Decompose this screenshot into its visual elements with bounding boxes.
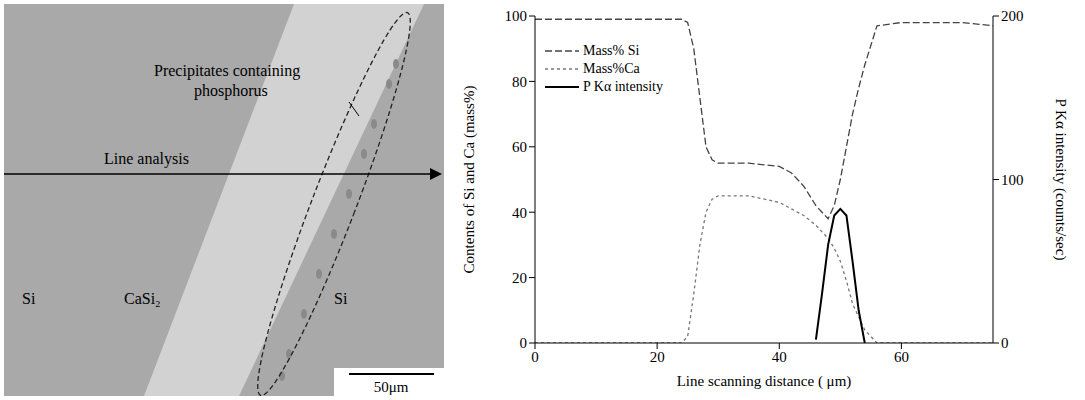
svg-text:0: 0: [1001, 335, 1009, 351]
svg-text:200: 200: [1001, 8, 1024, 24]
svg-text:100: 100: [1001, 172, 1024, 188]
svg-text:0: 0: [531, 349, 539, 365]
svg-text:Line analysis: Line analysis: [104, 150, 189, 168]
html-text:Mass% Si: Mass% Si: [583, 43, 640, 58]
svg-text:40: 40: [772, 349, 787, 365]
svg-text:Contents of Si and Ca (mass%): Contents of Si and Ca (mass%): [461, 86, 478, 274]
svg-text:Si: Si: [334, 290, 348, 307]
svg-text:20: 20: [512, 270, 527, 286]
html-text:P Kα intensity: P Kα intensity: [583, 79, 663, 94]
svg-text:phosphorus: phosphorus: [194, 82, 268, 100]
svg-text:40: 40: [512, 205, 527, 221]
svg-text:Line scanning distance ( μm): Line scanning distance ( μm): [677, 373, 852, 390]
svg-text:50μm: 50μm: [374, 379, 409, 395]
svg-text:60: 60: [512, 139, 527, 155]
svg-text:100: 100: [505, 8, 528, 24]
svg-text:80: 80: [512, 74, 527, 90]
svg-text:Precipitates containing: Precipitates containing: [154, 62, 300, 80]
svg-text:P Kα intensity (counts/sec): P Kα intensity (counts/sec): [1052, 99, 1069, 261]
svg-text:CaSi₂: CaSi₂: [124, 290, 161, 307]
svg-text:20: 20: [650, 349, 665, 365]
svg-text:60: 60: [894, 349, 909, 365]
svg-text:Si: Si: [22, 290, 36, 307]
html-text:Mass%Ca: Mass%Ca: [583, 61, 640, 76]
svg-text:0: 0: [520, 335, 528, 351]
